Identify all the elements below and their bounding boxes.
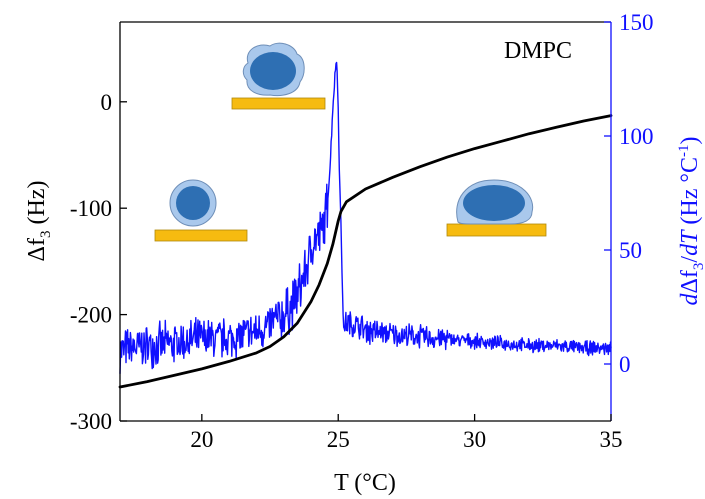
y-right-tick-label: 0 xyxy=(619,352,631,377)
x-tick-label: 30 xyxy=(463,427,486,452)
x-tick-label: 35 xyxy=(600,427,623,452)
x-axis-title: T (°C) xyxy=(334,470,396,496)
y-left-tick-label: -200 xyxy=(70,303,112,328)
axis-ticks: 20 25 30 35 -300 -200 -100 0 0 50 100 150 xyxy=(70,10,654,452)
x-tick-label: 20 xyxy=(190,427,213,452)
y-left-tick-label: 0 xyxy=(101,90,113,115)
series-derivative xyxy=(119,61,612,374)
substrate-bar xyxy=(231,97,326,110)
substrate-bar xyxy=(446,223,547,237)
vesicle-core xyxy=(463,185,525,221)
y-right-tick-label: 150 xyxy=(619,10,654,35)
vesicle-illustration-top xyxy=(231,42,326,110)
vesicle-core xyxy=(176,186,210,220)
y-left-tick-label: -300 xyxy=(70,409,112,434)
x-tick-label: 25 xyxy=(327,427,350,452)
substrate-bar xyxy=(154,229,248,242)
series-derivative-line xyxy=(119,61,612,374)
y-right-tick-label: 100 xyxy=(619,124,654,149)
annotation-label: DMPC xyxy=(504,38,572,64)
vesicle-illustration-left xyxy=(154,179,248,242)
y-left-tick-label: -100 xyxy=(70,196,112,221)
y-right-tick-label: 50 xyxy=(619,238,642,263)
vesicle-core xyxy=(250,52,296,90)
series-frequency-line xyxy=(118,114,613,389)
y-right-axis-title: dΔf3/dT (Hz °C-1) xyxy=(676,136,705,305)
series-frequency xyxy=(118,114,613,389)
y-left-axis-title: Δf3 (Hz) xyxy=(24,181,54,262)
vesicle-illustration-right xyxy=(446,179,547,237)
